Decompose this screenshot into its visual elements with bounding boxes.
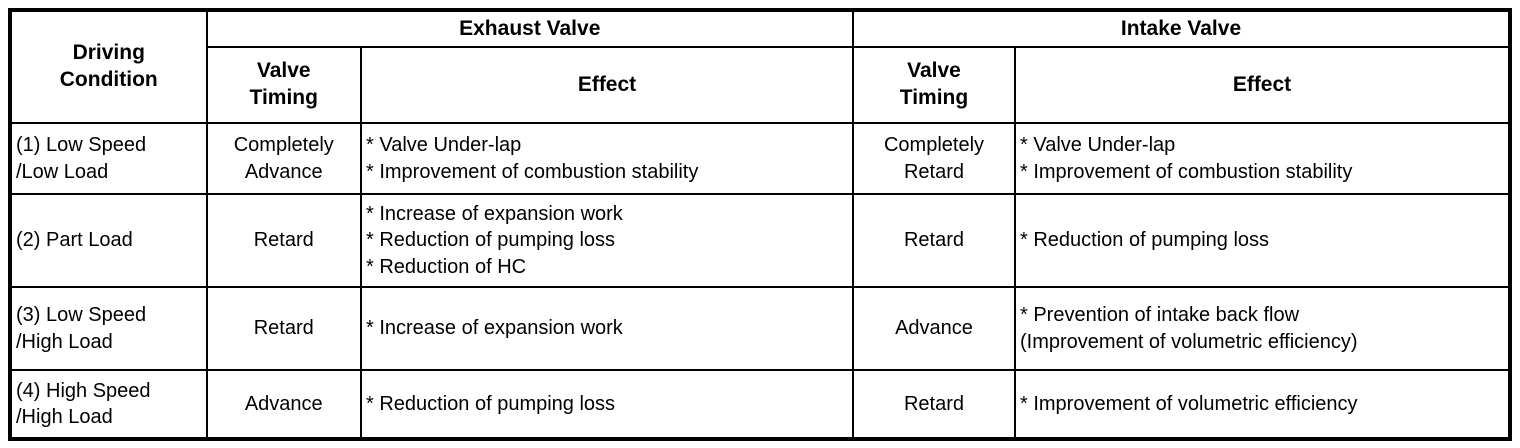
- condition-cell: (4) High Speed /High Load: [9, 369, 208, 440]
- exhaust-timing-cell: Advance: [205, 369, 362, 440]
- condition-cell: (2) Part Load: [9, 193, 208, 288]
- exhaust-effect-cell: * Reduction of pumping loss: [360, 369, 854, 440]
- exhaust-effect-cell: * Increase of expansion work: [360, 286, 854, 371]
- intake-timing-cell: Retard: [852, 193, 1016, 288]
- valve-timing-table-container: Driving Condition Exhaust Valve Intake V…: [8, 8, 1512, 441]
- table-row: (3) Low Speed /High Load Retard * Increa…: [9, 286, 1511, 371]
- exhaust-timing-cell: Retard: [205, 193, 362, 288]
- header-exhaust-valve-group: Exhaust Valve: [205, 9, 854, 48]
- condition-cell: (1) Low Speed /Low Load: [9, 122, 208, 195]
- exhaust-timing-cell: Completely Advance: [205, 122, 362, 195]
- header-driving-condition: Driving Condition: [9, 9, 208, 124]
- header-group-row: Driving Condition Exhaust Valve Intake V…: [9, 9, 1511, 124]
- condition-cell: (3) Low Speed /High Load: [9, 286, 208, 371]
- header-exhaust-effect: Effect: [360, 46, 854, 124]
- intake-timing-cell: Advance: [852, 286, 1016, 371]
- intake-effect-cell: * Improvement of volumetric efficiency: [1014, 369, 1511, 440]
- exhaust-effect-cell: * Increase of expansion work * Reduction…: [360, 193, 854, 288]
- intake-timing-cell: Completely Retard: [852, 122, 1016, 195]
- exhaust-effect-cell: * Valve Under-lap * Improvement of combu…: [360, 122, 854, 195]
- header-intake-valve-group: Intake Valve: [852, 9, 1511, 48]
- exhaust-timing-cell: Retard: [205, 286, 362, 371]
- intake-effect-cell: * Reduction of pumping loss: [1014, 193, 1511, 288]
- header-intake-valve-timing: Valve Timing: [852, 46, 1016, 124]
- intake-effect-cell: * Valve Under-lap * Improvement of combu…: [1014, 122, 1511, 195]
- valve-timing-table: Driving Condition Exhaust Valve Intake V…: [8, 8, 1512, 441]
- table-row: (1) Low Speed /Low Load Completely Advan…: [9, 122, 1511, 195]
- table-row: (2) Part Load Retard * Increase of expan…: [9, 193, 1511, 288]
- table-header: Driving Condition Exhaust Valve Intake V…: [9, 9, 1511, 124]
- table-body: (1) Low Speed /Low Load Completely Advan…: [9, 122, 1511, 440]
- table-row: (4) High Speed /High Load Advance * Redu…: [9, 369, 1511, 440]
- intake-timing-cell: Retard: [852, 369, 1016, 440]
- header-sub-row: Valve Timing Effect Valve Timing Effect: [10, 46, 1511, 124]
- intake-effect-cell: * Prevention of intake back flow (Improv…: [1014, 286, 1511, 371]
- header-intake-effect: Effect: [1014, 46, 1511, 124]
- header-exhaust-valve-timing: Valve Timing: [205, 46, 362, 124]
